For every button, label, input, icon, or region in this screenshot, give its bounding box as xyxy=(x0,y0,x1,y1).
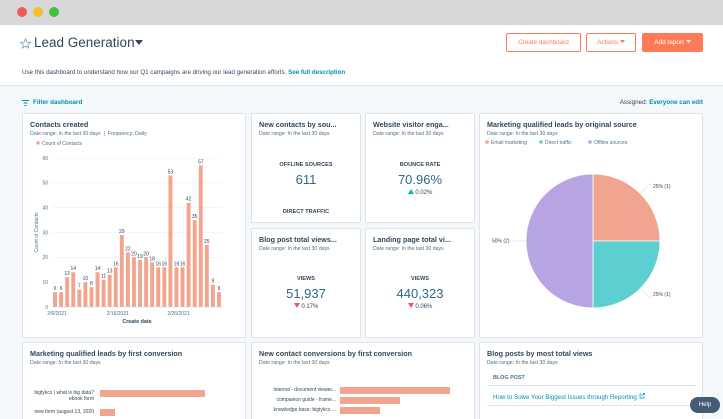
bar-label: companion guide - frame... xyxy=(276,397,336,403)
card-title[interactable]: Marketing qualified leads by original so… xyxy=(487,120,637,129)
description-link[interactable]: See full description xyxy=(288,69,346,76)
browser-chrome xyxy=(0,0,723,25)
metric-label: OFFLINE SOURCES xyxy=(279,162,333,168)
metric-value: 51,937 xyxy=(286,286,326,301)
card-date-range: Date range: In the last 30 days xyxy=(259,246,330,252)
card-date-range: Date range: In the last 30 days xyxy=(30,360,101,366)
filter-icon[interactable] xyxy=(22,100,29,106)
card-title[interactable]: New contacts by sou... xyxy=(259,120,337,129)
card-date-range: Date range: In the last 30 days | Freque… xyxy=(30,131,147,137)
bar-label: knowledge base: bigtykcs ... xyxy=(273,407,336,413)
table-header: BLOG POST xyxy=(493,375,525,381)
metric-change: 0.02% xyxy=(366,189,474,196)
dashboard-title[interactable]: Lead Generation xyxy=(34,35,135,50)
card-date-range: Date range: In the last 30 days xyxy=(259,131,330,137)
card-title[interactable]: Marketing qualified leads by first conve… xyxy=(30,349,183,358)
bar-label: new form (august 13, 2020 xyxy=(34,409,94,415)
metric-label: BOUNCE RATE xyxy=(399,162,441,168)
card-date-range: Date range: In the last 30 days xyxy=(373,131,444,137)
zoom-dot[interactable] xyxy=(49,7,59,17)
frequency: Frequency: Daily xyxy=(107,131,147,137)
bar-label: internal - document viewer... xyxy=(273,387,336,393)
change-arrow xyxy=(407,303,414,310)
card-title[interactable]: Blog posts by most total views xyxy=(487,349,593,358)
card-title[interactable]: Blog post total views... xyxy=(259,235,337,244)
contacts-created-card: Contacts created Date range: In the last… xyxy=(22,113,246,338)
card-date-range: Date range: In the last 30 days xyxy=(373,246,444,252)
external-icon xyxy=(639,393,645,399)
arrow xyxy=(407,189,414,194)
add-report-button[interactable]: Add report xyxy=(642,33,703,52)
arrow xyxy=(293,303,300,308)
card-date-range: Date range: In the last 30 days xyxy=(487,131,558,137)
change-value: 0.17% xyxy=(301,304,319,310)
arrow-icon xyxy=(407,189,414,194)
change-value: 0.02% xyxy=(415,190,433,196)
metric-label: VIEWS xyxy=(296,276,316,282)
blog-post-link[interactable]: How to Solve Your Biggest Issues through… xyxy=(493,393,645,401)
arrow-icon xyxy=(293,303,300,308)
bar xyxy=(100,409,115,416)
card-date-range: Date range: In the last 30 days xyxy=(487,360,558,366)
metric-value: 611 xyxy=(295,172,317,187)
metric-value: 70.96% xyxy=(397,172,443,187)
mql-conversion-card: Marketing qualified leads by first conve… xyxy=(22,342,246,419)
metric-change: 0.06% xyxy=(366,303,474,310)
close-dot[interactable] xyxy=(17,7,27,17)
bar xyxy=(340,387,450,394)
filter-dashboard[interactable]: Filter dashboard xyxy=(33,99,83,106)
metric-footer: DIRECT TRAFFIC xyxy=(282,209,330,215)
button-label: Add report xyxy=(654,39,684,46)
bar-label: bigtykcs | what is big data? ebook form xyxy=(34,390,94,402)
new-contacts-card: New contacts by sou... Date range: In th… xyxy=(251,113,361,223)
change-arrow xyxy=(293,303,300,310)
description: Use this dashboard to understand how our… xyxy=(22,69,345,76)
bar xyxy=(340,407,380,414)
star-icon[interactable] xyxy=(20,38,31,49)
bar xyxy=(340,397,400,404)
caret xyxy=(685,40,691,43)
title-caret[interactable] xyxy=(135,40,143,46)
create-dashboard-button[interactable]: Create dashboard xyxy=(506,33,581,52)
description-text: Use this dashboard to understand how our… xyxy=(22,69,287,76)
card-date-range: Date range: In the last 30 days xyxy=(259,360,330,366)
caret xyxy=(619,40,625,43)
bar xyxy=(100,390,205,397)
card-title[interactable]: Website visitor enga... xyxy=(373,120,449,129)
assigned: Assigned: Everyone can edit xyxy=(620,99,703,106)
actions-button[interactable]: Actions xyxy=(586,33,636,52)
card-title[interactable]: New contact conversions by first convers… xyxy=(259,349,412,358)
assigned-value[interactable]: Everyone can edit xyxy=(649,99,703,106)
metric-label: VIEWS xyxy=(410,276,430,282)
blog-posts-card: Blog posts by most total views Date rang… xyxy=(479,342,703,419)
change-value: 0.06% xyxy=(415,304,433,310)
button-label: Actions xyxy=(597,39,618,46)
table-divider xyxy=(487,385,697,386)
minimize-dot[interactable] xyxy=(33,7,43,17)
card-title[interactable]: Landing page total vi... xyxy=(373,235,451,244)
date-range: Date range: In the last 30 days xyxy=(30,131,101,137)
table-divider xyxy=(487,405,697,406)
arrow xyxy=(407,303,414,308)
change-arrow xyxy=(407,189,414,196)
assigned-label: Assigned: xyxy=(619,99,648,106)
arrow-icon xyxy=(407,303,414,308)
website-engagement-card: Website visitor enga... Date range: In t… xyxy=(365,113,475,223)
card-title[interactable]: Contacts created xyxy=(30,120,89,129)
help-button[interactable]: Help xyxy=(690,397,720,413)
metric-value: 440,323 xyxy=(396,286,444,301)
mql-source-card: Marketing qualified leads by original so… xyxy=(479,113,703,338)
contact-conversions-card: New contact conversions by first convers… xyxy=(251,342,475,419)
blog-post-title[interactable]: How to Solve Your Biggest Issues through… xyxy=(493,394,637,401)
landing-views-card: Landing page total vi... Date range: In … xyxy=(365,228,475,338)
metric-change: 0.17% xyxy=(252,303,360,310)
blog-views-card: Blog post total views... Date range: In … xyxy=(251,228,361,338)
